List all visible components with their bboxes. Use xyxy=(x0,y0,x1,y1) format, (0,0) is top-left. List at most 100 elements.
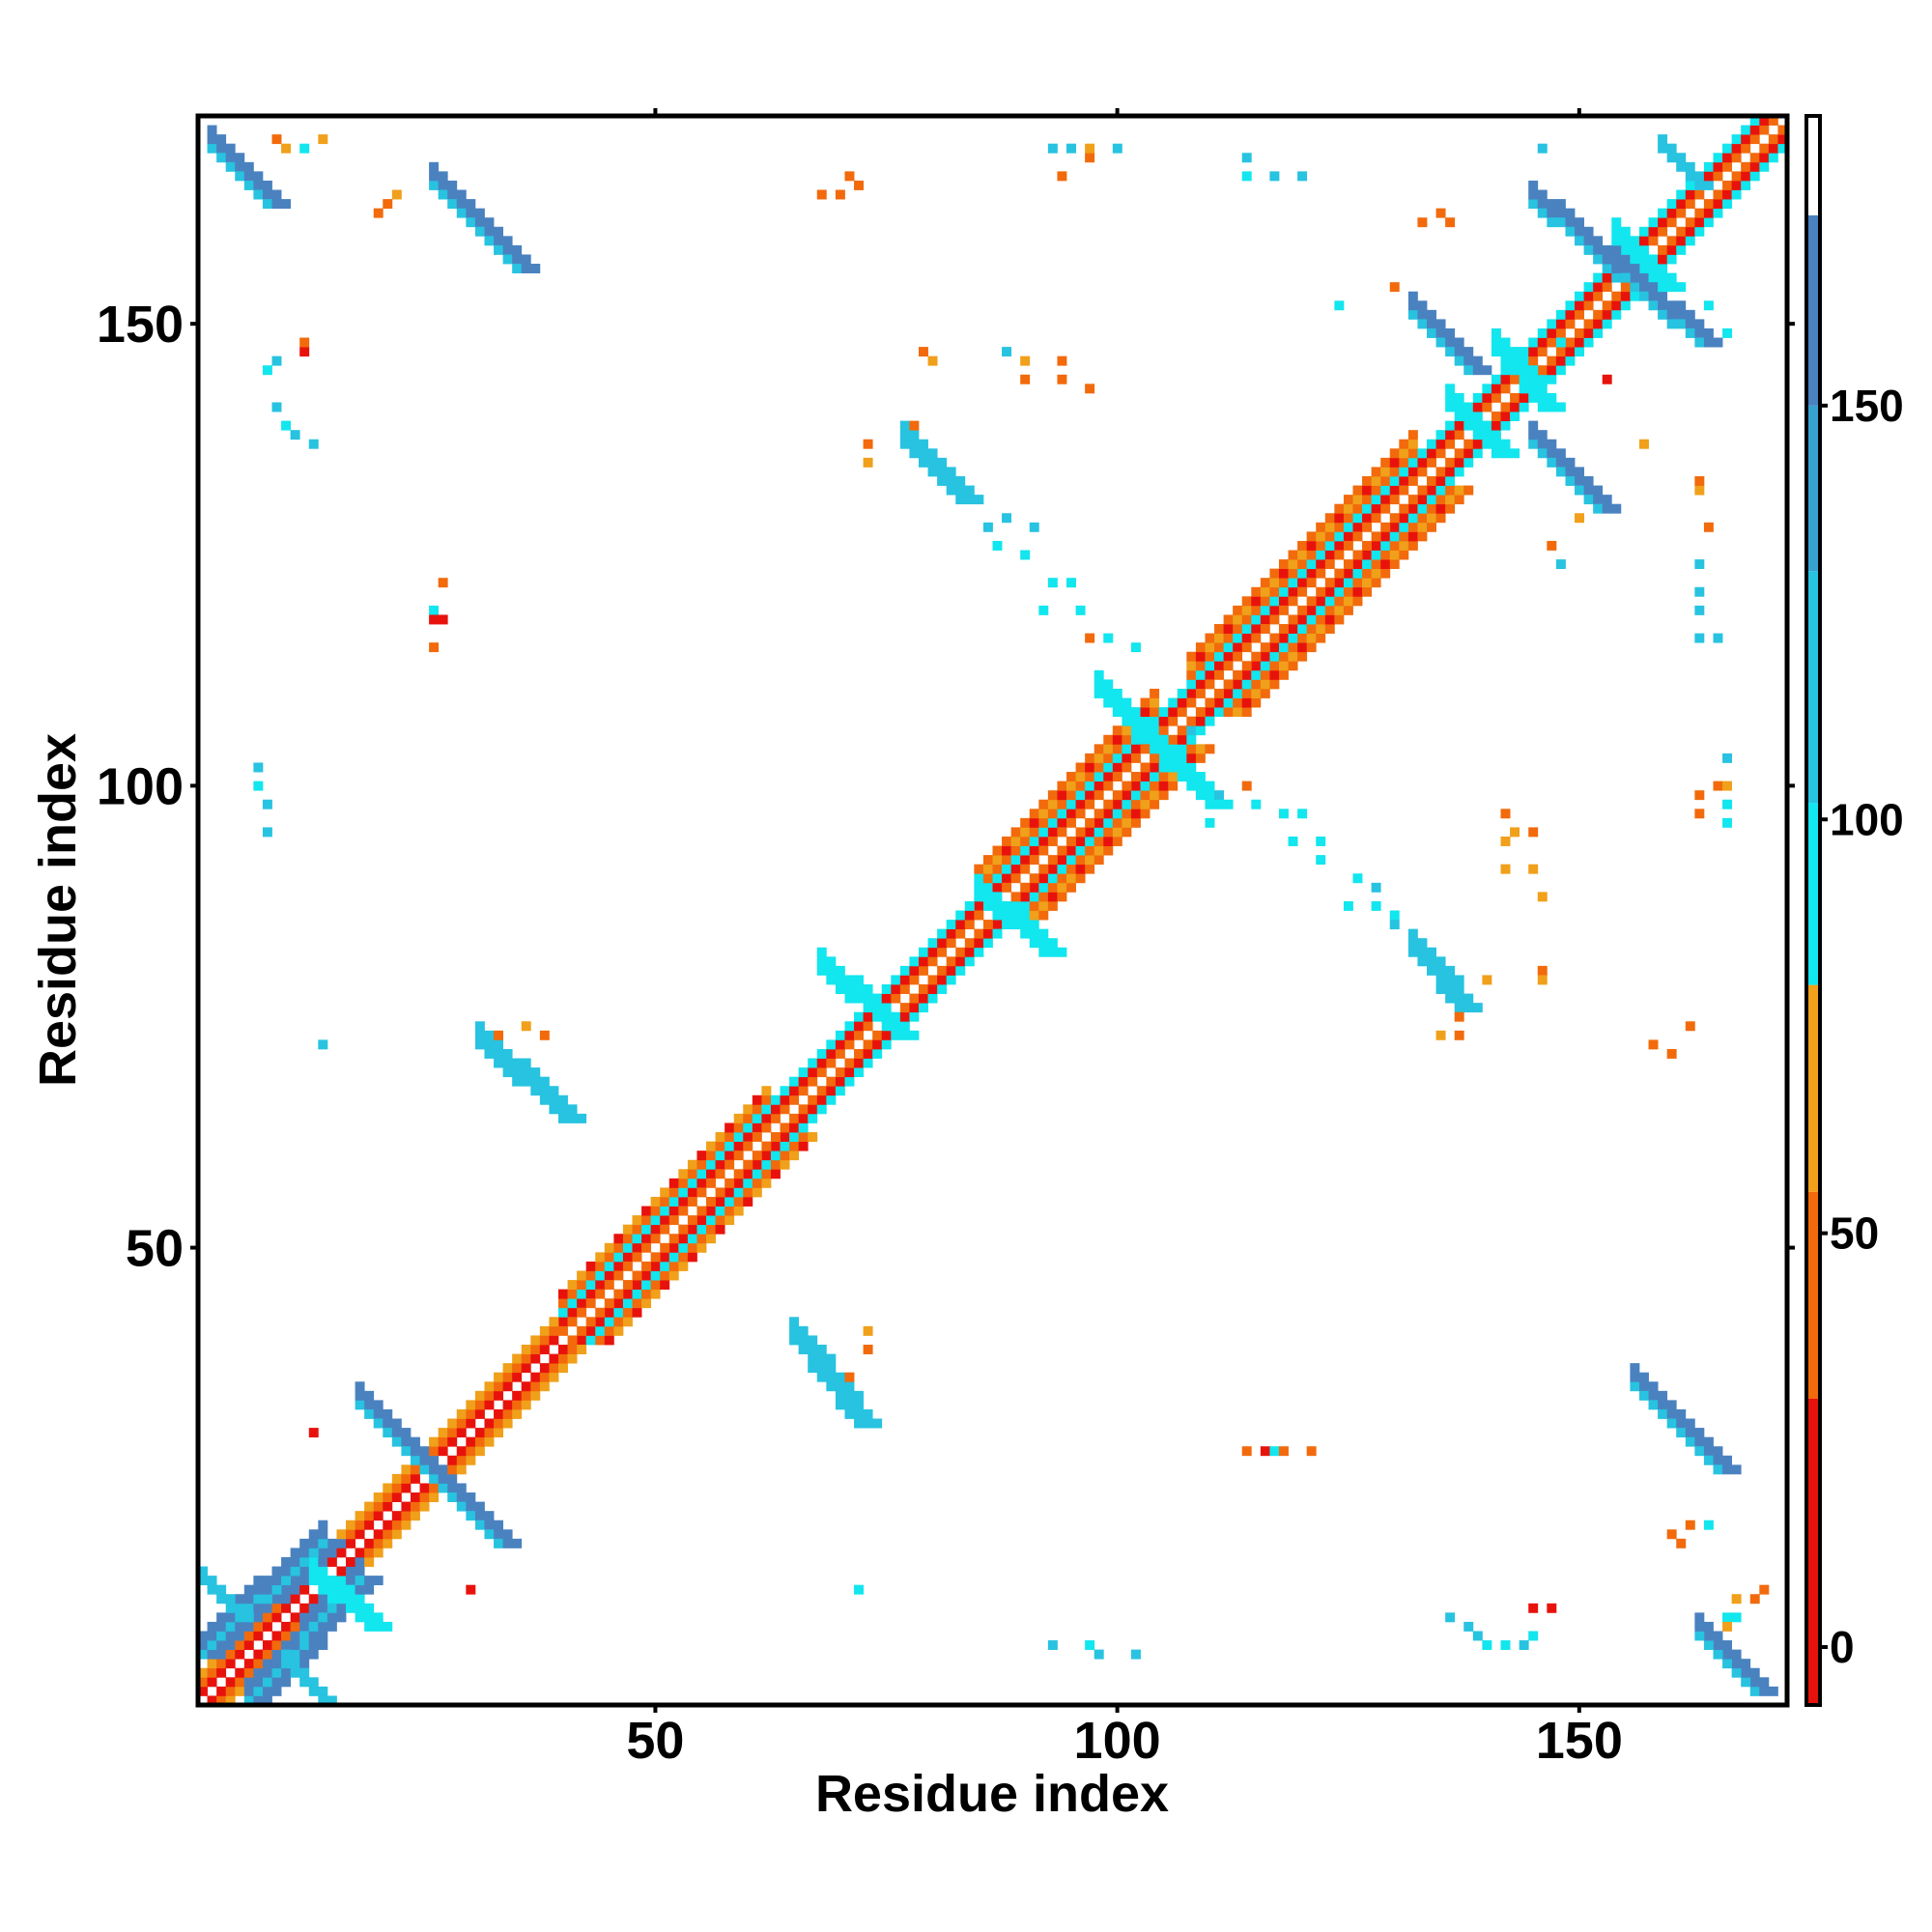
heatmap-cell xyxy=(1620,236,1631,246)
heatmap-cell xyxy=(401,1464,412,1475)
heatmap-cell xyxy=(899,975,910,985)
heatmap-cell xyxy=(1020,374,1031,384)
heatmap-cell xyxy=(1122,762,1132,773)
heatmap-cell xyxy=(733,1187,744,1198)
heatmap-cell xyxy=(1195,688,1206,698)
heatmap-cell xyxy=(1510,374,1520,384)
heatmap-cell xyxy=(1638,244,1649,255)
heatmap-cell xyxy=(1445,965,1456,976)
heatmap-cell xyxy=(1528,347,1539,357)
heatmap-cell xyxy=(1648,1039,1659,1050)
heatmap-cell xyxy=(557,1363,568,1374)
heatmap-cell xyxy=(216,1584,227,1595)
heatmap-cell xyxy=(1057,873,1067,884)
heatmap-cell xyxy=(1454,1003,1464,1013)
heatmap-cell xyxy=(982,882,993,893)
heatmap-cell xyxy=(1555,309,1566,320)
heatmap-cell xyxy=(1519,392,1529,403)
heatmap-cell xyxy=(1362,495,1373,505)
heatmap-cell xyxy=(1482,384,1492,394)
heatmap-cell xyxy=(1537,448,1548,459)
heatmap-cell xyxy=(1094,753,1104,763)
heatmap-cell xyxy=(1075,809,1086,819)
heatmap-cell xyxy=(1722,327,1733,338)
heatmap-cell xyxy=(1445,392,1456,403)
heatmap-cell xyxy=(1749,125,1760,135)
heatmap-cell xyxy=(1703,1436,1714,1447)
heatmap-cell xyxy=(1343,522,1353,532)
heatmap-cell xyxy=(1269,614,1280,625)
heatmap-cell xyxy=(1362,568,1373,579)
heatmap-cell xyxy=(1066,790,1076,801)
heatmap-cell xyxy=(327,1576,337,1586)
heatmap-cell xyxy=(1491,384,1501,394)
heatmap-cell xyxy=(1038,892,1049,902)
heatmap-cell xyxy=(207,125,217,135)
heatmap-cell xyxy=(456,189,467,200)
heatmap-cell xyxy=(1085,799,1095,810)
heatmap-cell xyxy=(1362,550,1373,560)
heatmap-cell xyxy=(521,1345,531,1354)
heatmap-cell xyxy=(1085,864,1095,874)
heatmap-cell xyxy=(383,1520,393,1530)
heatmap-cell xyxy=(1343,531,1353,542)
heatmap-cell xyxy=(863,1418,873,1429)
heatmap-cell xyxy=(346,1520,355,1530)
heatmap-cell xyxy=(1324,531,1335,542)
heatmap-cell xyxy=(1002,845,1012,856)
heatmap-cell xyxy=(1435,485,1446,496)
heatmap-cell xyxy=(1002,855,1012,866)
heatmap-cell xyxy=(1251,633,1262,643)
heatmap-cell xyxy=(373,1408,384,1419)
heatmap-cell xyxy=(641,1280,652,1291)
heatmap-cell xyxy=(1251,697,1262,708)
heatmap-cell xyxy=(1094,855,1104,866)
heatmap-cell xyxy=(207,1576,217,1586)
heatmap-cell xyxy=(494,1030,504,1040)
heatmap-cell xyxy=(299,1631,310,1641)
heatmap-cell xyxy=(946,467,956,477)
heatmap-cell xyxy=(1445,495,1456,505)
heatmap-cell xyxy=(1547,457,1557,468)
heatmap-cell xyxy=(1205,817,1215,828)
heatmap-cell xyxy=(1085,753,1095,763)
heatmap-cell xyxy=(1676,244,1687,255)
heatmap-cell xyxy=(650,1215,661,1226)
heatmap-cell xyxy=(1565,208,1576,218)
heatmap-cell xyxy=(854,1408,864,1419)
heatmap-cell xyxy=(1694,319,1705,329)
heatmap-cell xyxy=(1759,1677,1770,1688)
heatmap-cell xyxy=(1491,392,1501,403)
heatmap-cell xyxy=(1057,845,1067,856)
heatmap-cell xyxy=(1380,531,1391,542)
heatmap-cell xyxy=(1389,559,1400,570)
y-axis-label: Residue index xyxy=(29,733,87,1087)
heatmap-cell xyxy=(1749,153,1760,163)
heatmap-cell xyxy=(318,1603,328,1613)
heatmap-cell xyxy=(918,439,928,449)
heatmap-cell xyxy=(1130,725,1141,736)
heatmap-cell xyxy=(632,1270,642,1281)
heatmap-cell xyxy=(1427,485,1436,496)
heatmap-cell xyxy=(1583,319,1594,329)
heatmap-cell xyxy=(271,1631,282,1641)
heatmap-cell xyxy=(1158,744,1169,754)
heatmap-cell xyxy=(780,1132,790,1142)
heatmap-cell xyxy=(1731,180,1742,190)
heatmap-cell xyxy=(1741,180,1751,190)
heatmap-cell xyxy=(1528,420,1539,431)
heatmap-cell xyxy=(752,1187,762,1198)
heatmap-cell xyxy=(743,1159,753,1170)
heatmap-cell xyxy=(706,1234,716,1244)
heatmap-cell xyxy=(484,1381,495,1392)
heatmap-cell xyxy=(752,1159,762,1170)
heatmap-cell xyxy=(271,1649,282,1660)
heatmap-cell xyxy=(1528,439,1539,449)
heatmap-cell xyxy=(816,1086,827,1096)
heatmap-cell xyxy=(216,1667,227,1678)
heatmap-cell xyxy=(1454,420,1464,431)
heatmap-cell xyxy=(383,1418,393,1429)
heatmap-cell xyxy=(447,1492,458,1502)
heatmap-cell xyxy=(1122,744,1132,754)
heatmap-cell xyxy=(1638,282,1649,293)
